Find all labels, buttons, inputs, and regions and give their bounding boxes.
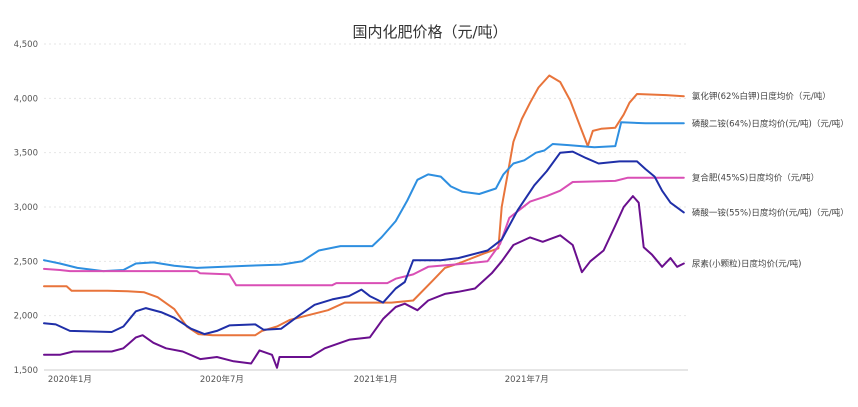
series-line <box>43 150 685 336</box>
y-tick-label: 3,000 <box>14 203 38 213</box>
y-tick-label: 1,500 <box>14 366 38 376</box>
x-tick-label: 2021年1月 <box>354 374 398 385</box>
series-line <box>43 176 685 287</box>
grid-layer <box>44 43 688 371</box>
series-line <box>43 195 685 369</box>
x-axis: 2020年1月 2020年7月 2021年1月 2021年7月 <box>44 369 688 385</box>
series-label: 复合肥(45%S)日度均价（元/吨） <box>692 173 819 184</box>
x-tick-label: 2020年1月 <box>48 374 92 385</box>
y-tick-label: 4,000 <box>14 94 38 104</box>
y-tick-label: 3,500 <box>14 149 38 159</box>
series-line <box>43 121 685 273</box>
x-tick-label: 2021年7月 <box>505 374 549 385</box>
series-line <box>43 74 685 337</box>
legend: 氯化钾(62%白钾)日度均价（元/吨） 磷酸二铵(64%)日度均价(元/吨)（元/… <box>692 91 849 269</box>
y-tick-label: 4,500 <box>14 40 38 50</box>
x-tick-label: 2020年7月 <box>200 374 244 385</box>
y-tick-label: 2,500 <box>14 257 38 267</box>
series-label: 磷酸一铵(55%)日度均价(元/吨)（元/吨） <box>692 207 849 218</box>
y-axis: 1,500 2,000 2,500 3,000 3,500 4,000 4,500 <box>14 40 38 376</box>
series-layer <box>43 74 685 369</box>
series-label: 氯化钾(62%白钾)日度均价（元/吨） <box>692 91 831 102</box>
chart-title: 国内化肥价格（元/吨） <box>352 23 507 41</box>
series-label: 磷酸二铵(64%)日度均价(元/吨)（元/吨） <box>692 118 849 129</box>
series-label: 尿素(小颗粒)日度均价(元/吨) <box>692 259 802 270</box>
y-tick-label: 2,000 <box>14 312 38 322</box>
